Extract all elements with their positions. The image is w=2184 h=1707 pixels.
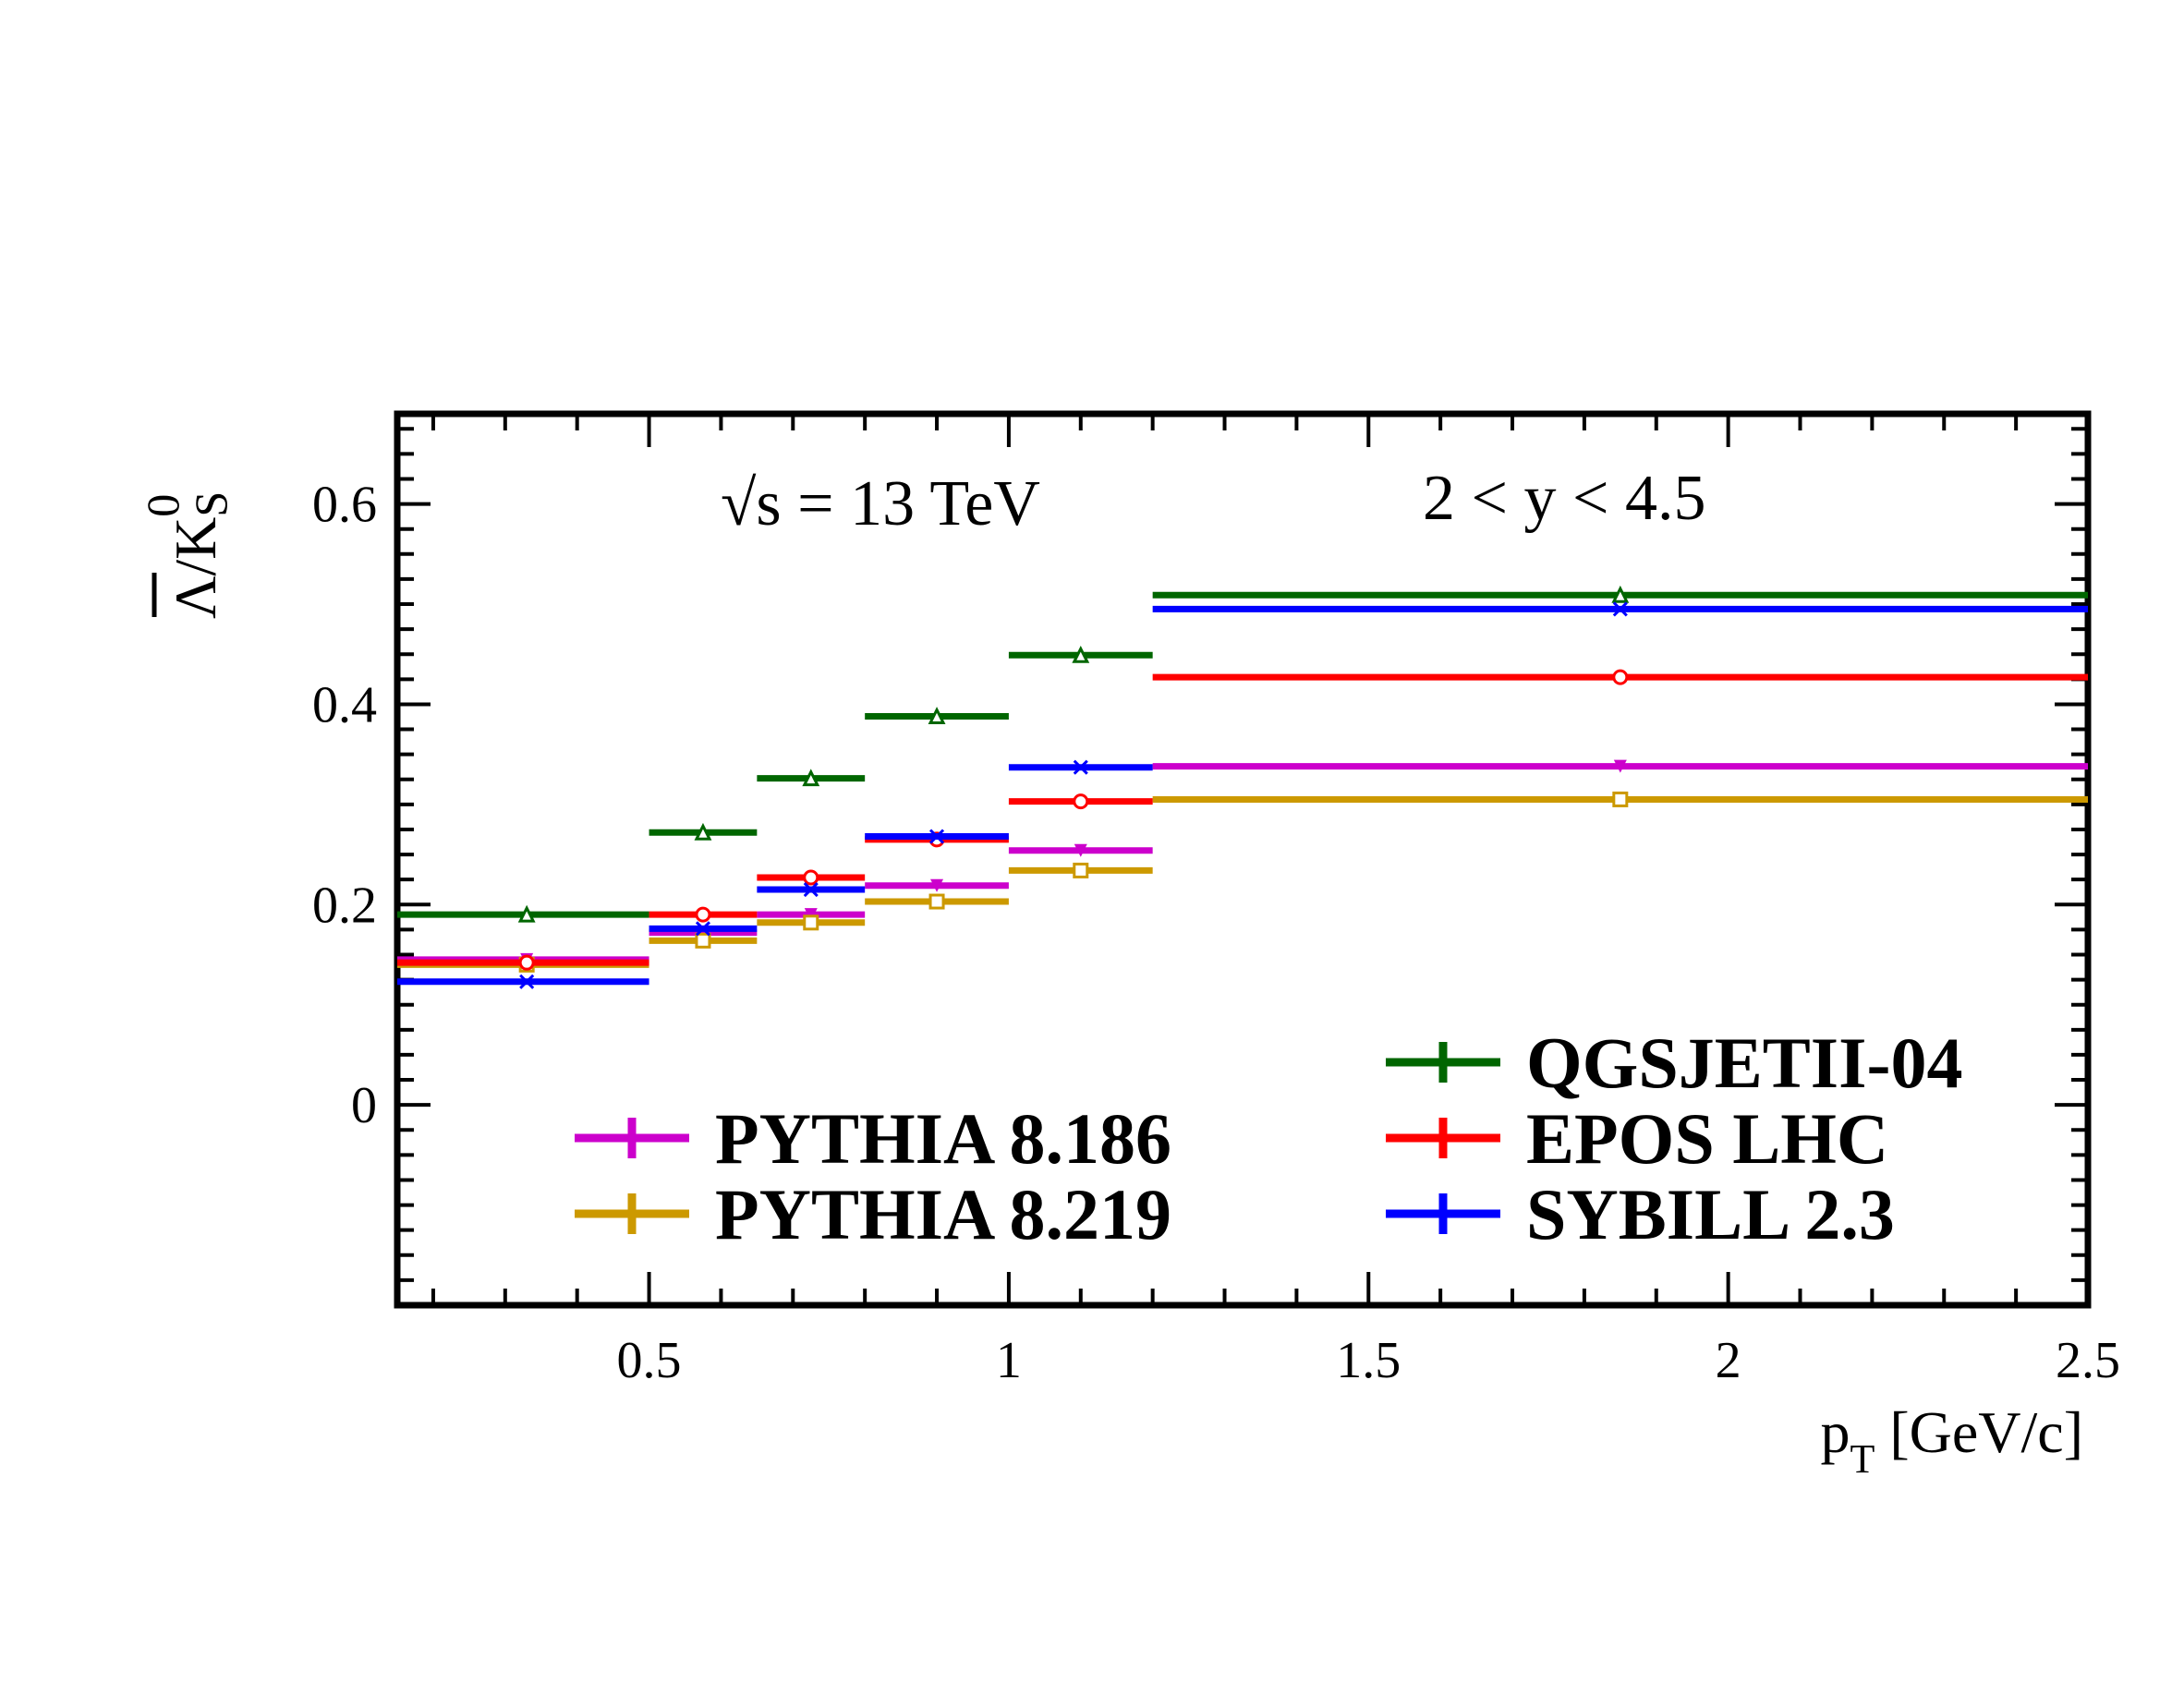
data-point xyxy=(802,769,820,787)
legend-entry: QGSJETII-04 xyxy=(1386,1023,1962,1103)
y-tick-label: 0.6 xyxy=(312,477,377,534)
data-point xyxy=(517,904,536,923)
data-point xyxy=(1612,791,1629,807)
series-group xyxy=(397,585,2088,989)
data-point xyxy=(518,954,535,971)
svg-text:Λ/KS0: Λ/KS0 xyxy=(137,491,237,619)
legend-label: PYTHIA 8.219 xyxy=(715,1174,1171,1254)
axis-ticks xyxy=(397,414,2090,1307)
series-pythia-8-219 xyxy=(397,791,2088,973)
data-point-stroke xyxy=(928,829,945,844)
x-tick-label: 2 xyxy=(1716,1332,1741,1389)
y-tick-label: 0 xyxy=(351,1077,377,1134)
data-point xyxy=(519,974,535,989)
data-point xyxy=(1073,862,1089,878)
legend-label: QGSJETII-04 xyxy=(1526,1023,1962,1103)
series-epos-lhc xyxy=(397,669,2088,971)
y-tick-label: 0.2 xyxy=(312,877,377,934)
data-point xyxy=(1072,645,1090,663)
data-point xyxy=(928,707,946,724)
series-sybill-2-3 xyxy=(397,601,2088,989)
legend-entry: PYTHIA 8.186 xyxy=(575,1098,1171,1179)
data-point xyxy=(803,869,819,886)
data-point-stroke xyxy=(1073,759,1088,775)
x-axis-title: pT [GeV/c] xyxy=(1820,1399,2083,1482)
data-point xyxy=(803,914,819,931)
y-axis-title: Λ/KS0 xyxy=(137,491,237,619)
data-point xyxy=(695,921,711,937)
data-point xyxy=(1612,601,1628,617)
data-point xyxy=(1613,759,1627,773)
data-point-stroke xyxy=(1612,601,1628,617)
legend-label: EPOS LHC xyxy=(1526,1098,1888,1179)
data-point-stroke xyxy=(803,881,819,898)
data-point xyxy=(928,829,945,844)
data-point-stroke xyxy=(695,921,711,937)
x-tick-label: 0.5 xyxy=(617,1332,682,1389)
rapidity-annotation: 2 < y < 4.5 xyxy=(1423,463,1705,534)
y-tick-label: 0.4 xyxy=(312,676,377,733)
data-point xyxy=(694,822,712,841)
data-point xyxy=(695,906,711,923)
legend-entry: SYBILL 2.3 xyxy=(1386,1174,1895,1254)
series-qgsjetii-04 xyxy=(397,585,2088,923)
x-tick-label: 1.5 xyxy=(1336,1332,1401,1389)
tick-labels: 0.5 1 1.5 2 2.5 0 0.2 0.4 0.6 xyxy=(312,477,2120,1389)
data-point xyxy=(1073,793,1089,810)
x-tick-label: 2.5 xyxy=(2056,1332,2120,1389)
x-tick-label: 1 xyxy=(996,1332,1022,1389)
energy-annotation: √s = 13 TeV xyxy=(721,468,1040,539)
plot-frame xyxy=(394,410,2092,1309)
series-pythia-8-186 xyxy=(397,759,2088,966)
data-point xyxy=(930,878,944,892)
data-point xyxy=(928,893,945,910)
data-point xyxy=(1611,585,1630,603)
legend-label: PYTHIA 8.186 xyxy=(715,1098,1171,1179)
data-point xyxy=(1074,843,1087,857)
legend-entry: PYTHIA 8.219 xyxy=(575,1174,1171,1254)
data-point xyxy=(695,932,711,949)
legend-label: SYBILL 2.3 xyxy=(1526,1174,1895,1254)
data-point-stroke xyxy=(519,974,535,989)
data-point xyxy=(804,908,818,922)
data-point xyxy=(803,881,819,898)
data-point xyxy=(1073,759,1088,775)
data-point xyxy=(1612,669,1629,685)
legend-entry: EPOS LHC xyxy=(1386,1098,1888,1179)
